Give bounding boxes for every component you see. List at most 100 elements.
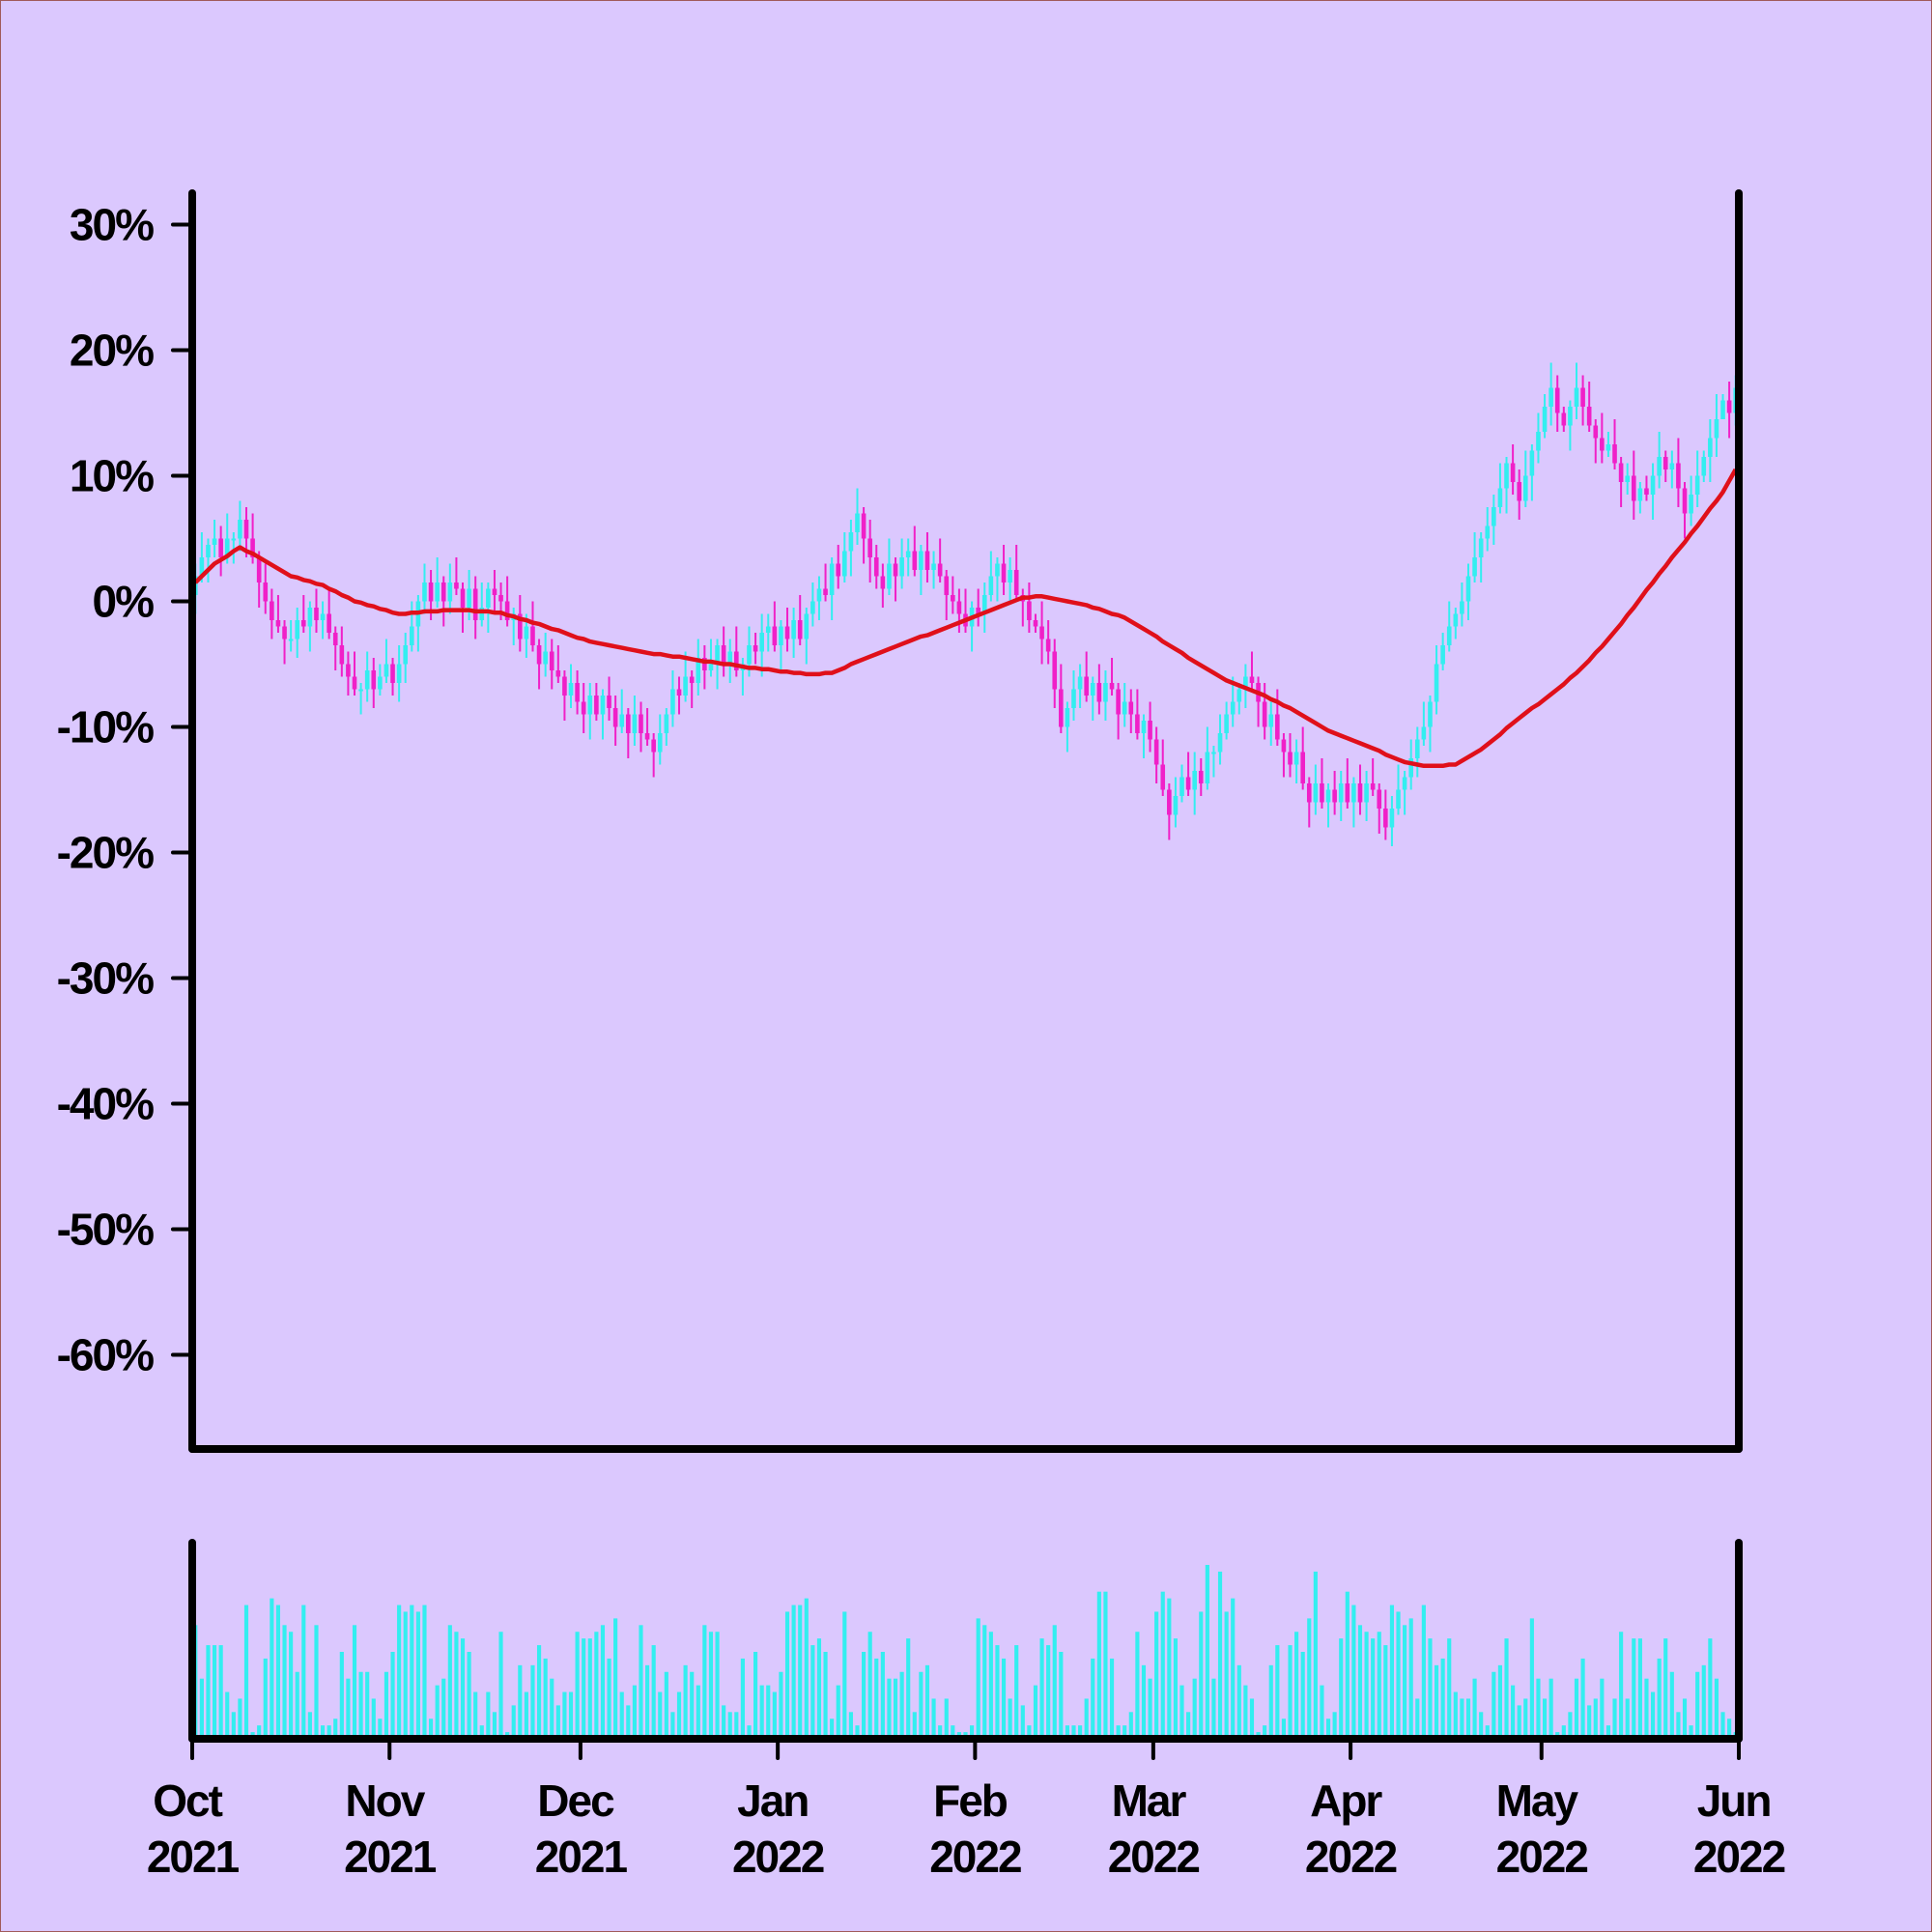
volume-bar: [1167, 1598, 1172, 1739]
volume-bar: [1103, 1591, 1108, 1739]
candle-body: [1224, 714, 1229, 733]
volume-bar: [562, 1691, 567, 1739]
candle-body: [498, 595, 503, 602]
x-tick-label-line: Dec: [537, 1776, 623, 1826]
volume-bar: [1294, 1632, 1299, 1739]
volume-bar: [550, 1678, 554, 1739]
candle-body: [1510, 463, 1516, 482]
candle-body: [1288, 752, 1293, 765]
volume-bar: [753, 1652, 758, 1739]
volume-bar: [378, 1719, 383, 1739]
candle-body: [307, 608, 313, 627]
candle-body: [797, 620, 803, 639]
volume-bar: [664, 1671, 668, 1739]
volume-bar: [988, 1632, 993, 1739]
candle-body: [1013, 570, 1019, 595]
candle-body: [1657, 457, 1662, 476]
candle-body: [905, 551, 911, 557]
volume-bar: [1465, 1698, 1471, 1739]
candle-body: [715, 645, 720, 665]
volume-bar: [613, 1618, 618, 1739]
volume-bar: [938, 1725, 943, 1739]
volume-bar: [1084, 1698, 1089, 1739]
volume-bar: [970, 1725, 975, 1739]
candle-body: [779, 626, 783, 645]
candle-body: [218, 538, 223, 557]
candle-body: [536, 645, 542, 665]
volume-bar: [1587, 1705, 1592, 1739]
candle-body: [644, 733, 650, 740]
candle-body: [1580, 387, 1585, 407]
volume-bar: [1600, 1678, 1605, 1739]
volume-bar: [772, 1691, 777, 1739]
volume-bar: [1116, 1725, 1121, 1739]
candle-body: [504, 601, 510, 620]
candle-body: [1396, 789, 1401, 809]
volume-bar: [1536, 1678, 1541, 1739]
candle-body: [1440, 645, 1445, 665]
volume-bar: [1243, 1685, 1248, 1739]
volume-bar: [1720, 1712, 1725, 1739]
candle-body: [1148, 721, 1152, 740]
volume-bar: [352, 1625, 357, 1739]
candle-body: [1192, 771, 1197, 790]
candle-body: [1650, 475, 1656, 495]
candle-body: [873, 557, 879, 577]
y-tick-label: -10%: [57, 702, 154, 753]
volume-bar: [410, 1605, 414, 1739]
candle-body: [1332, 789, 1337, 803]
volume-bar: [212, 1645, 217, 1739]
candle-body: [626, 714, 631, 733]
volume-bar: [1447, 1638, 1452, 1739]
candle-body: [887, 563, 892, 589]
volume-bar: [218, 1645, 223, 1739]
candle-body: [1077, 676, 1083, 690]
volume-bar: [231, 1712, 236, 1739]
volume-bar: [1065, 1725, 1069, 1739]
volume-bar: [1307, 1618, 1312, 1739]
candle-body: [651, 739, 656, 753]
candle-body: [632, 714, 638, 733]
volume-bar: [320, 1725, 326, 1739]
candle-body: [428, 582, 434, 602]
volume-bar: [867, 1632, 872, 1739]
candle-body: [1052, 651, 1058, 690]
volume-bar: [206, 1645, 211, 1739]
volume-bar: [1440, 1658, 1445, 1739]
volume-bar: [804, 1598, 809, 1739]
candle-body: [1714, 419, 1719, 439]
candle-body: [282, 626, 287, 639]
volume-bar: [441, 1678, 446, 1739]
x-tick-label-line: 2022: [732, 1832, 824, 1882]
volume-bar: [1669, 1671, 1674, 1739]
candle-body: [912, 551, 918, 570]
candle-body: [1600, 438, 1605, 451]
candle-body: [842, 551, 847, 577]
candle-body: [1262, 701, 1267, 727]
candle-body: [1453, 613, 1459, 627]
candle-body: [867, 538, 872, 557]
candle-body: [1065, 708, 1070, 727]
candle-body: [1045, 639, 1051, 652]
volume-bar: [467, 1652, 471, 1739]
candle-body: [759, 633, 764, 652]
candle-body: [1676, 463, 1681, 489]
volume-bar: [1236, 1664, 1241, 1739]
volume-bar: [1460, 1698, 1464, 1739]
candle-body: [1682, 488, 1688, 514]
candle-body: [364, 670, 370, 690]
candle-body: [924, 551, 930, 570]
y-tick-label: -60%: [57, 1330, 154, 1380]
volume-bar: [791, 1605, 796, 1739]
volume-bar: [282, 1625, 287, 1739]
candle-body: [937, 563, 943, 577]
volume-bar: [1383, 1645, 1388, 1739]
candle-body: [995, 563, 1000, 577]
volume-bar: [1574, 1678, 1579, 1739]
volume-bar: [899, 1671, 904, 1739]
volume-bar: [1511, 1685, 1516, 1739]
volume-bar: [1619, 1632, 1624, 1739]
candle-body: [1325, 789, 1331, 803]
volume-bars: [193, 1565, 1738, 1739]
volume-bar: [1217, 1571, 1223, 1739]
